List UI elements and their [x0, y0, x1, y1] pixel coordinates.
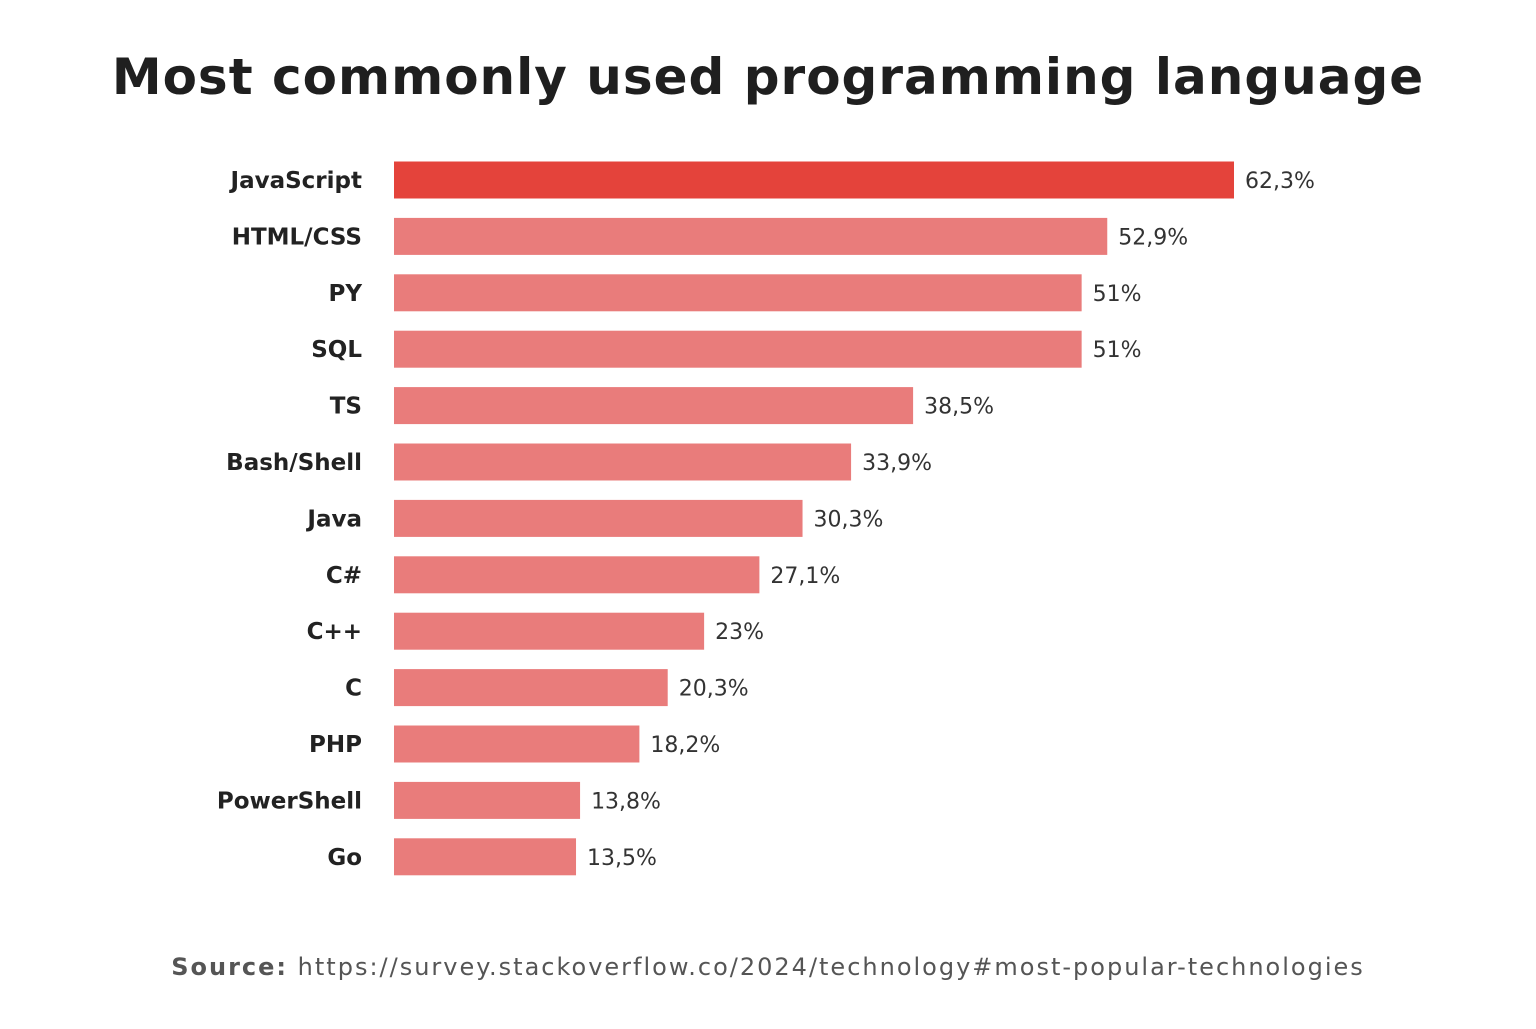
category-label: Java	[305, 506, 362, 532]
data-label: 27,1%	[770, 564, 840, 589]
bar-ts	[394, 387, 914, 425]
bar-html-css	[394, 217, 1108, 255]
category-label: Go	[327, 845, 362, 871]
category-label: C#	[326, 563, 362, 589]
data-label: 30,3%	[814, 507, 884, 532]
bar-c	[394, 669, 668, 707]
bar-c-	[394, 612, 705, 650]
category-label: HTML/CSS	[232, 224, 362, 250]
data-label: 51%	[1093, 338, 1142, 363]
data-label: 38,5%	[924, 395, 994, 420]
data-label: 52,9%	[1118, 225, 1188, 250]
bar-go	[394, 838, 577, 876]
bar-py	[394, 274, 1082, 312]
category-label: PY	[328, 281, 362, 307]
data-label: 13,5%	[587, 846, 657, 871]
chart-title: Most commonly used programming language	[111, 48, 1425, 106]
category-label: Bash/Shell	[226, 450, 362, 476]
data-label: 33,9%	[862, 451, 932, 476]
source-url[interactable]: https://survey.stackoverflow.co/2024/tec…	[297, 953, 1365, 981]
bar-javascript	[394, 161, 1234, 199]
bar-php	[394, 725, 640, 763]
category-label: JavaScript	[229, 168, 362, 194]
data-label: 18,2%	[650, 733, 720, 758]
category-label: PowerShell	[217, 788, 362, 814]
bar-c-	[394, 556, 760, 594]
data-label: 20,3%	[679, 677, 749, 702]
source-label: Source:	[171, 953, 289, 981]
data-label: 13,8%	[591, 789, 661, 814]
source-note: Source: https://survey.stackoverflow.co/…	[0, 953, 1536, 981]
data-label: 23%	[715, 620, 764, 645]
data-label: 51%	[1093, 282, 1142, 307]
bar-powershell	[394, 781, 581, 819]
category-label: PHP	[309, 732, 362, 758]
data-label: 62,3%	[1245, 169, 1315, 194]
bar-bash-shell	[394, 443, 852, 481]
bar-sql	[394, 330, 1082, 368]
category-label: C	[345, 676, 362, 702]
category-label: C++	[307, 619, 362, 645]
bar-java	[394, 499, 803, 537]
category-label: SQL	[311, 337, 362, 363]
category-label: TS	[330, 394, 362, 420]
